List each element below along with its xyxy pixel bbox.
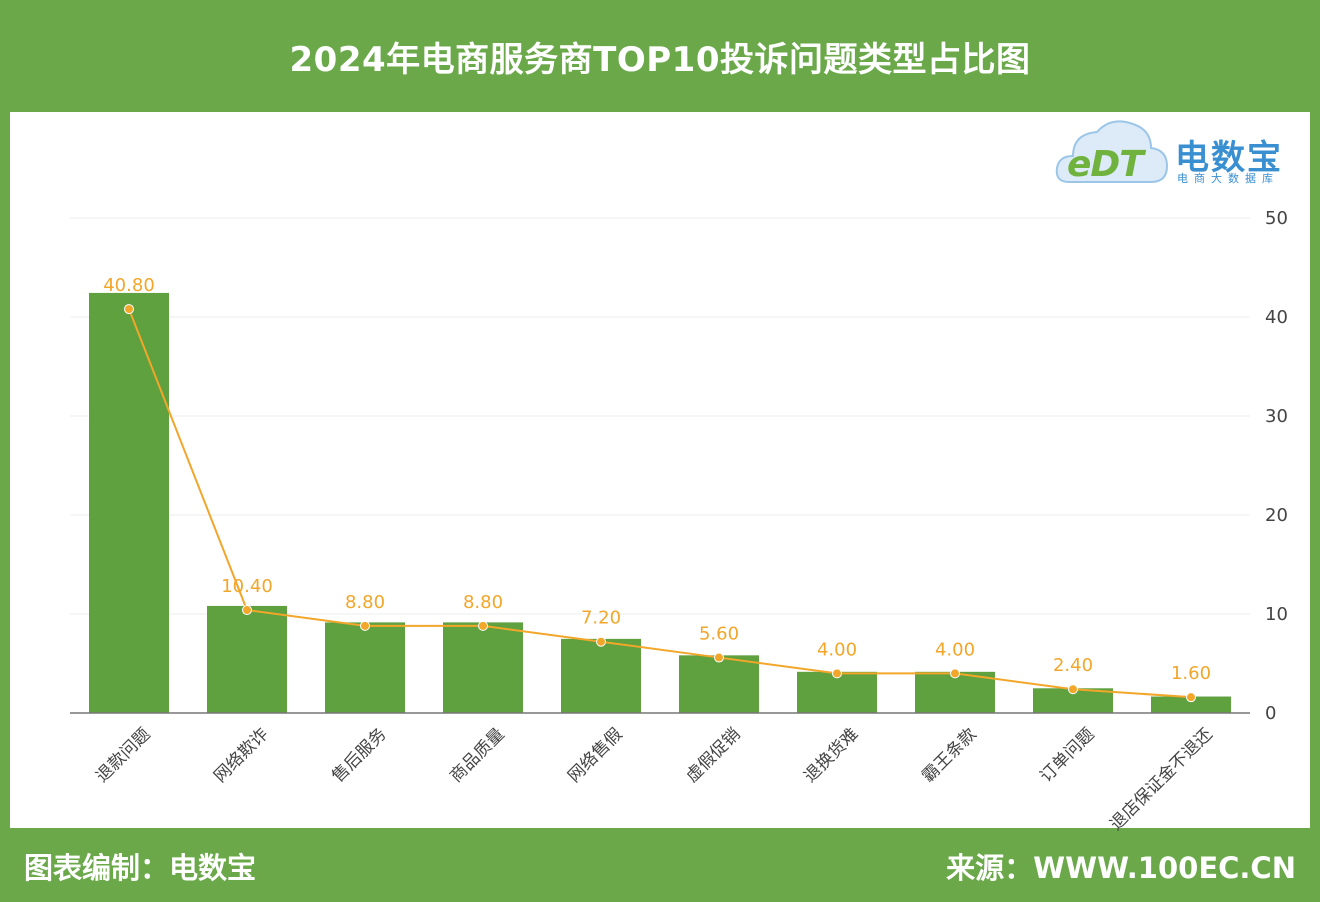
trend-point: [832, 668, 842, 679]
value-label: 8.80: [463, 592, 503, 613]
bar: [679, 655, 759, 713]
bar: [443, 622, 523, 713]
y-tick-label: 0: [1265, 703, 1276, 724]
bar: [207, 605, 287, 713]
trend-polyline: [128, 308, 1192, 699]
footer-source: 来源：WWW.100EC.CN: [946, 851, 1296, 885]
x-tick-label: 订单问题: [1036, 724, 1098, 786]
y-tick-label: 30: [1265, 406, 1288, 427]
chart-title: 2024年电商服务商TOP10投诉问题类型占比图: [289, 39, 1031, 80]
value-label: 8.80: [345, 592, 385, 613]
bar: [325, 622, 405, 713]
trend-point: [950, 668, 960, 679]
value-labels: 40.80 10.40 8.80 8.80 7.20 5.60 4.00 4.00 2.40 1.…: [103, 275, 1211, 684]
value-label: 4.00: [817, 639, 857, 660]
trend-point: [714, 652, 724, 663]
value-label: 5.60: [699, 624, 739, 645]
value-label: 10.40: [221, 576, 273, 597]
logo-name: 电数宝: [1175, 138, 1283, 178]
trend-point: [1186, 692, 1196, 703]
value-label: 40.80: [103, 275, 155, 296]
axes: 0 10 20 30 40 50 退款问题 网络欺诈 售后服务 商品质量 网络售假 虚假促销 退换货难霸…: [70, 208, 1288, 835]
x-tick-label: 退换货难: [800, 724, 862, 786]
x-tick-label: 售后服务: [328, 724, 390, 786]
x-tick-label: 网络售假: [564, 724, 626, 786]
header-bar: 2024年电商服务商TOP10投诉问题类型占比图: [0, 0, 1320, 112]
bar: [915, 671, 995, 713]
bar: [89, 292, 169, 713]
trend-point: [124, 304, 134, 315]
footer-credit: 图表编制：电数宝: [24, 851, 257, 885]
logo-tagline: 电商大数据库: [1177, 172, 1279, 185]
brand-logo: eDT 电数宝 电商大数据库: [1055, 112, 1310, 192]
logo-mark: eDT: [1067, 144, 1144, 185]
bar: [797, 671, 877, 713]
value-label: 4.00: [935, 639, 975, 660]
bars: [89, 292, 1231, 713]
y-tick-label: 40: [1265, 307, 1288, 328]
footer-bar: 图表编制：电数宝 来源：WWW.100EC.CN: [0, 830, 1320, 902]
bar: [561, 638, 641, 713]
x-tick-label: 退店保证金不退还: [1106, 724, 1216, 834]
x-tick-label: 霸王条款: [918, 724, 980, 786]
bar: [1151, 696, 1231, 713]
value-label: 1.60: [1171, 663, 1211, 684]
cloud-icon: [1055, 120, 1169, 183]
x-tick-label: 商品质量: [446, 724, 508, 786]
y-tick-label: 10: [1265, 604, 1288, 625]
y-tick-label: 50: [1265, 208, 1288, 229]
x-tick-label: 退款问题: [92, 724, 154, 786]
x-tick-label: 网络欺诈: [210, 724, 272, 786]
trend-point: [1068, 684, 1078, 695]
trend-point: [596, 636, 606, 647]
trend-line: [124, 304, 1196, 703]
value-label: 2.40: [1053, 655, 1093, 676]
trend-point: [360, 620, 370, 631]
value-label: 7.20: [581, 608, 621, 629]
trend-point: [478, 620, 488, 631]
x-tick-label: 虚假促销: [682, 724, 744, 786]
trend-point: [242, 605, 252, 616]
y-tick-label: 20: [1265, 505, 1288, 526]
